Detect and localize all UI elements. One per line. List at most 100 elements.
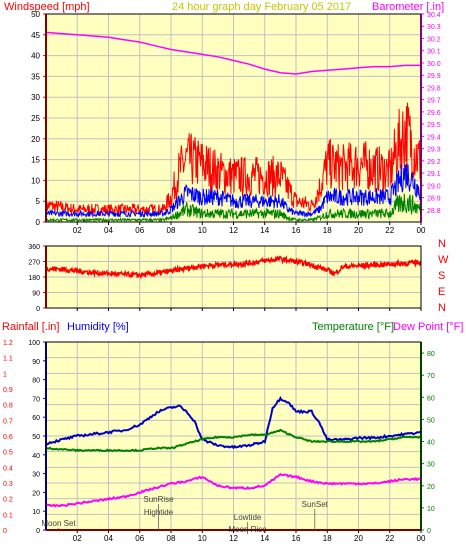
baro-ytick-label: 30.2 <box>427 36 441 43</box>
wind-gust-line <box>45 102 422 217</box>
direction-ytick-label: 90 <box>32 291 40 298</box>
rainfall-ytick-label: 0.5 <box>3 450 13 457</box>
baro-ytick-label: 30.0 <box>427 61 441 68</box>
event-label: SunRise <box>143 495 174 504</box>
event-label: Hightide <box>144 508 174 517</box>
direction-ytick-label: 270 <box>28 260 40 267</box>
rainfall-ytick-label: 0.2 <box>3 497 13 504</box>
x-tick-label: 08 <box>167 226 176 235</box>
wind-minimum-line <box>45 193 422 223</box>
compass-label: N <box>438 238 446 250</box>
temperature-ytick-label: 60 <box>427 395 435 402</box>
x-tick-label: 14 <box>260 226 269 235</box>
x-tick-label: 10 <box>198 534 207 543</box>
humidity-ytick-label: 30 <box>32 472 40 479</box>
barometer-axis-title: Barometer [.in] <box>372 1 444 13</box>
direction-border <box>45 245 422 309</box>
x-tick-label: 00 <box>417 226 426 235</box>
temperature-axis-title: Temperature [°F] <box>312 321 394 333</box>
rainfall-ytick-label: 0.3 <box>3 481 13 488</box>
temperature-ytick-label: 70 <box>427 373 435 380</box>
dewpoint-line <box>45 472 422 508</box>
event-label: SunSet <box>302 500 329 509</box>
baro-ytick-label: 29.0 <box>427 183 441 190</box>
dewpoint-axis-title: Dew Point [°F] <box>393 321 463 333</box>
wind-ytick-label: 40 <box>31 52 40 61</box>
humidity-ytick-label: 80 <box>32 378 40 385</box>
wind-ytick-label: 35 <box>31 72 40 81</box>
rainfall-ytick-label: 1.2 <box>3 340 13 347</box>
x-tick-label: 20 <box>354 534 363 543</box>
temperature-ytick-label: 80 <box>427 351 435 358</box>
wind-average-line <box>45 163 422 218</box>
temperature-humidity-panel: 0 0.1 0.2 0.3 0.4 0.5 0.6 0.7 0.8 0.9 1 1.1 1.2 0 10 20… <box>3 340 435 543</box>
wind-direction-line <box>45 255 422 280</box>
x-tick-label: 10 <box>198 226 207 235</box>
x-tick-label: 04 <box>104 226 113 235</box>
wind-ytick-label: 5 <box>36 197 41 206</box>
x-tick-label: 04 <box>104 534 113 543</box>
event-label: Lowtide <box>234 513 262 522</box>
x-tick-label: 14 <box>260 534 269 543</box>
temperature-ytick-label: 40 <box>427 440 435 447</box>
x-tick-label: 12 <box>229 534 238 543</box>
humidity-ytick-label: 0 <box>36 528 40 535</box>
baro-ytick-label: 29.7 <box>427 98 441 105</box>
x-tick-label: 22 <box>385 534 394 543</box>
x-tick-label: 08 <box>167 534 176 543</box>
wind-ytick-label: 0 <box>36 218 41 227</box>
baro-ytick-label: 29.9 <box>427 73 441 80</box>
x-tick-label: 00 <box>417 534 426 543</box>
x-tick-label: 06 <box>135 226 144 235</box>
wind-ytick-label: 50 <box>31 10 40 19</box>
humidity-ytick-label: 60 <box>32 415 40 422</box>
baro-ytick-label: 29.1 <box>427 171 441 178</box>
x-tick-label: 16 <box>292 534 301 543</box>
wind-barometer-panel: 0 5 10 15 20 25 30 35 40 45 50 28.8 28.9 29.0 29.1 29.2… <box>31 10 441 235</box>
baro-ytick-label: 30.3 <box>427 24 441 31</box>
humidity-ytick-label: 10 <box>32 509 40 516</box>
barometer-line <box>45 31 421 75</box>
humidity-ytick-label: 40 <box>32 453 40 460</box>
direction-ytick-label: 360 <box>28 244 40 251</box>
rainfall-ytick-label: 1 <box>3 371 7 378</box>
x-tick-label: 18 <box>323 534 332 543</box>
rainfall-ytick-label: 0.4 <box>3 465 13 472</box>
humidity-ytick-label: 50 <box>32 434 40 441</box>
baro-ytick-label: 29.4 <box>427 134 441 141</box>
compass-label: E <box>438 286 445 298</box>
rainfall-ytick-label: 0.6 <box>3 434 13 441</box>
event-label: Moon Set <box>41 519 76 528</box>
wind-ytick-label: 45 <box>31 31 40 40</box>
temperature-ytick-label: 10 <box>427 506 435 513</box>
x-tick-label: 18 <box>323 226 332 235</box>
baro-ytick-label: 29.2 <box>427 159 441 166</box>
rainfall-ytick-label: 1.1 <box>3 356 13 363</box>
baro-ytick-label: 28.9 <box>427 196 441 203</box>
graph-title: 24 hour graph day February 05 2017 <box>172 1 351 13</box>
humidity-axis-title: Humidity [%] <box>67 321 129 333</box>
rainfall-ytick-label: 0.9 <box>3 387 13 394</box>
wind-border <box>45 13 422 223</box>
baro-ytick-label: 30.4 <box>427 12 441 19</box>
x-tick-label: 22 <box>385 226 394 235</box>
baro-ytick-label: 29.3 <box>427 147 441 154</box>
direction-ytick-label: 0 <box>36 306 40 313</box>
wind-ytick-label: 20 <box>31 135 40 144</box>
x-tick-label: 06 <box>135 534 144 543</box>
x-tick-label: 02 <box>73 534 82 543</box>
humidity-ytick-label: 20 <box>32 490 40 497</box>
rainfall-axis-title: Rainfall [.in] <box>2 321 59 333</box>
rainfall-ytick-label: 0.7 <box>3 418 13 425</box>
wind-ytick-label: 25 <box>31 114 40 123</box>
temperature-ytick-label: 50 <box>427 417 435 424</box>
baro-ytick-label: 28.8 <box>427 208 441 215</box>
baro-ytick-label: 29.5 <box>427 122 441 129</box>
x-tick-label: 16 <box>292 226 301 235</box>
humidity-ytick-label: 70 <box>32 396 40 403</box>
direction-ytick-label: 180 <box>28 275 40 282</box>
compass-label: S <box>438 270 445 282</box>
x-tick-label: 02 <box>73 226 82 235</box>
